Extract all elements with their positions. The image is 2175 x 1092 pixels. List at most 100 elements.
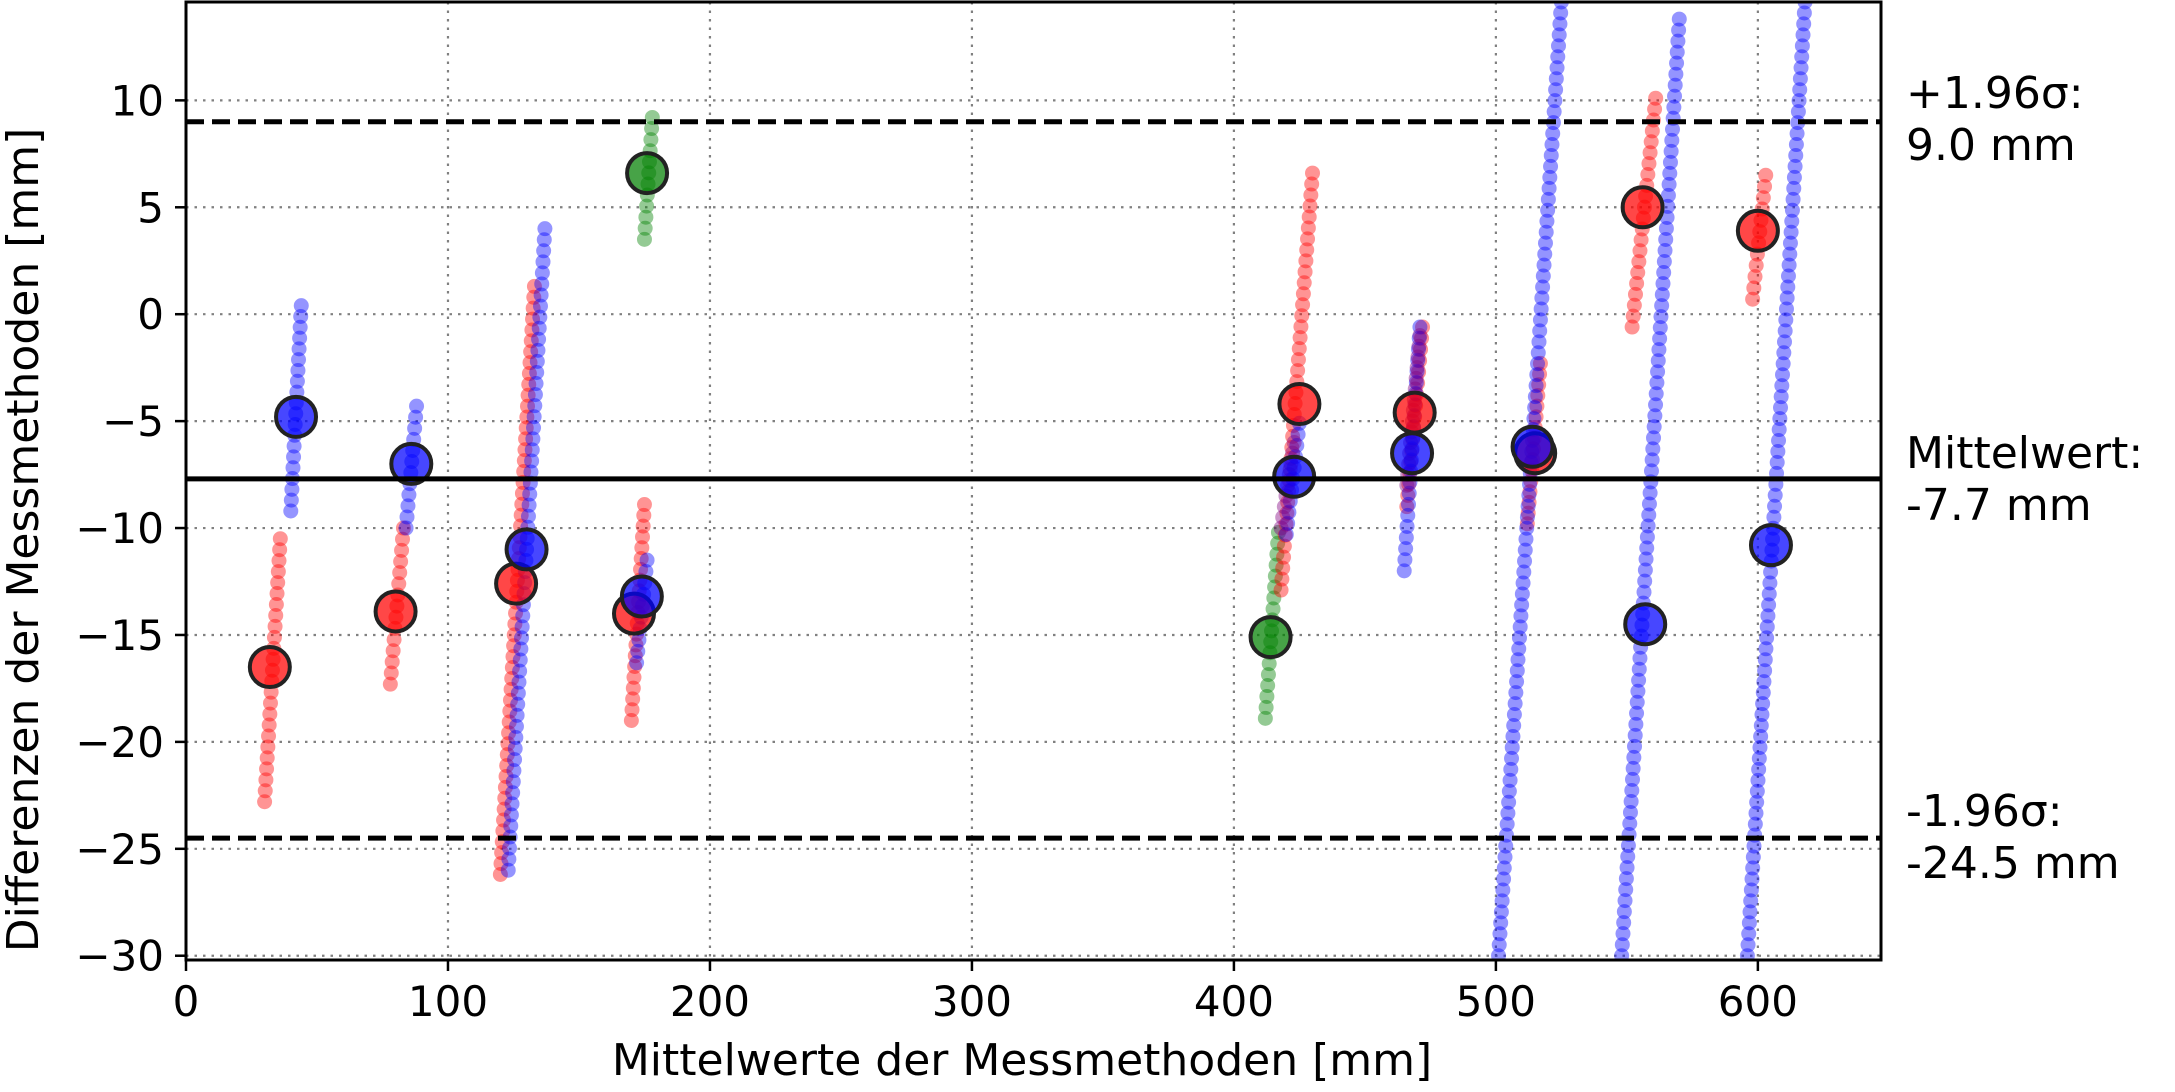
trail-point xyxy=(1786,180,1802,196)
trail-point xyxy=(1529,398,1545,414)
trail-point xyxy=(1639,529,1655,545)
trail-point xyxy=(1625,760,1641,776)
trail-point xyxy=(395,520,411,536)
trail-point xyxy=(1295,286,1311,302)
trail-point xyxy=(1550,49,1566,65)
trail-point xyxy=(1527,389,1543,405)
trail-point xyxy=(501,725,517,741)
x-tick-label: 100 xyxy=(408,977,488,1026)
trail-point xyxy=(1410,349,1426,365)
reference-line-layer xyxy=(186,119,1881,841)
trail-point xyxy=(1637,562,1653,578)
trail-point xyxy=(1747,816,1763,832)
trail-point xyxy=(257,794,273,810)
mean-point xyxy=(274,394,319,439)
trail-point xyxy=(1413,341,1429,357)
trail-point xyxy=(1654,287,1670,303)
trail-point xyxy=(1782,246,1798,262)
trail-point xyxy=(1398,541,1414,557)
trail-point xyxy=(1399,499,1415,515)
trail-point xyxy=(1277,527,1293,543)
trail-point xyxy=(1536,257,1552,273)
trail-point xyxy=(503,807,519,823)
trail-point xyxy=(523,344,539,360)
trail-point xyxy=(1636,584,1652,600)
trail-point xyxy=(519,409,535,425)
trail-point xyxy=(1300,231,1316,247)
trail-point xyxy=(1280,515,1296,531)
trail-point xyxy=(529,353,545,369)
trail-point xyxy=(1526,411,1542,427)
trail-point xyxy=(1630,265,1646,281)
trail-point xyxy=(1496,871,1512,887)
trail-point xyxy=(496,812,512,828)
y-tick-label: −10 xyxy=(75,504,164,553)
trail-point xyxy=(1770,443,1786,459)
trail-point xyxy=(524,322,540,338)
trail-point xyxy=(1794,38,1810,54)
trail-point xyxy=(1504,739,1520,755)
trail-point xyxy=(1648,90,1664,106)
trail-point xyxy=(1496,860,1512,876)
mean-point xyxy=(625,151,670,196)
trail-point xyxy=(1796,5,1812,21)
trail-point xyxy=(394,542,410,558)
trail-point xyxy=(1516,564,1532,580)
trail-point xyxy=(525,300,541,316)
trail-point xyxy=(524,453,540,469)
trail-point xyxy=(1532,355,1548,371)
y-tick-label: −5 xyxy=(102,397,164,446)
trail-point xyxy=(521,366,537,382)
trail-point xyxy=(507,741,523,757)
trail-point xyxy=(1740,937,1756,953)
trail-point xyxy=(501,840,517,856)
trail-point xyxy=(1746,280,1762,296)
trail-point xyxy=(1671,22,1687,38)
trail-point xyxy=(1657,243,1673,259)
trail-point xyxy=(1778,312,1794,328)
trail-point xyxy=(1795,27,1811,43)
trail-point xyxy=(630,643,646,659)
trail-point xyxy=(1497,849,1513,865)
trail-point xyxy=(1539,213,1555,229)
trail-point xyxy=(1639,540,1655,556)
trail-point xyxy=(1299,242,1315,258)
trail-point xyxy=(525,431,541,447)
trail-point xyxy=(1759,630,1775,646)
y-tick-label: −30 xyxy=(75,932,164,981)
trail-point xyxy=(1267,579,1283,595)
trail-point xyxy=(506,638,522,654)
trail-point xyxy=(1661,176,1677,192)
trail-point xyxy=(503,818,519,834)
trail-point xyxy=(1285,428,1301,444)
trail-point xyxy=(1546,104,1562,120)
x-tick-label: 600 xyxy=(1718,977,1798,1026)
trail-point xyxy=(1614,948,1630,960)
trail-point xyxy=(1756,674,1772,690)
trail-point xyxy=(1791,93,1807,109)
trail-point xyxy=(1751,761,1767,777)
lower-limit-label-line1: -1.96σ: xyxy=(1906,786,2063,837)
trail-point xyxy=(1290,363,1306,379)
trail-point xyxy=(1784,202,1800,218)
trail-point xyxy=(1292,330,1308,346)
trail-point xyxy=(398,520,414,536)
trail-point xyxy=(1642,485,1658,501)
trail-point xyxy=(509,707,525,723)
trail-point xyxy=(1652,331,1668,347)
trail-point xyxy=(1758,167,1774,183)
trail-point xyxy=(1667,77,1683,93)
trail-point xyxy=(1761,597,1777,613)
trail-point xyxy=(1670,33,1686,49)
trail-point xyxy=(1293,319,1309,335)
trail-point xyxy=(1641,496,1657,512)
trail-point xyxy=(1759,619,1775,635)
trail-point xyxy=(523,464,539,480)
trail-point xyxy=(1414,330,1430,346)
trail-point xyxy=(272,531,288,547)
trail-point xyxy=(1615,926,1631,942)
trail-point xyxy=(1521,494,1537,510)
trail-point xyxy=(1269,546,1285,562)
trail-point xyxy=(1517,542,1533,558)
